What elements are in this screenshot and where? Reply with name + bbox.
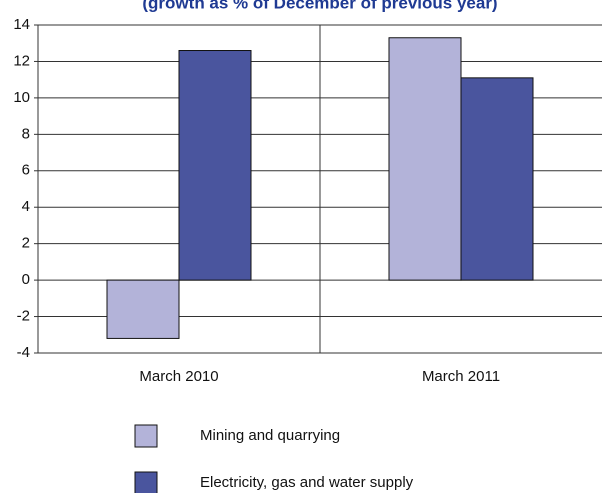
bar — [106, 279, 180, 339]
legend-swatch — [134, 424, 158, 448]
y-tick-label: -2 — [17, 308, 30, 325]
x-tick-label: March 2011 — [422, 368, 500, 385]
x-tick-label: March 2010 — [139, 368, 218, 385]
bar — [460, 77, 534, 281]
y-tick-label: 14 — [13, 16, 30, 33]
y-tick-label: 0 — [22, 271, 30, 288]
y-tick-label: 2 — [22, 235, 30, 252]
y-tick-label: 8 — [22, 125, 30, 142]
y-tick-label: 12 — [13, 52, 30, 69]
bar — [388, 37, 462, 281]
y-tick-label: 4 — [22, 198, 30, 215]
y-tick-label: 6 — [22, 162, 30, 179]
legend-label: Electricity, gas and water supply — [200, 474, 414, 491]
legend-label: Mining and quarrying — [200, 427, 340, 444]
y-tick-label: 10 — [13, 89, 30, 106]
chart-title: (growth as % of December of previous yea… — [142, 0, 497, 12]
bar — [178, 50, 252, 281]
y-tick-label: -4 — [17, 344, 30, 361]
legend-swatch — [134, 471, 158, 493]
